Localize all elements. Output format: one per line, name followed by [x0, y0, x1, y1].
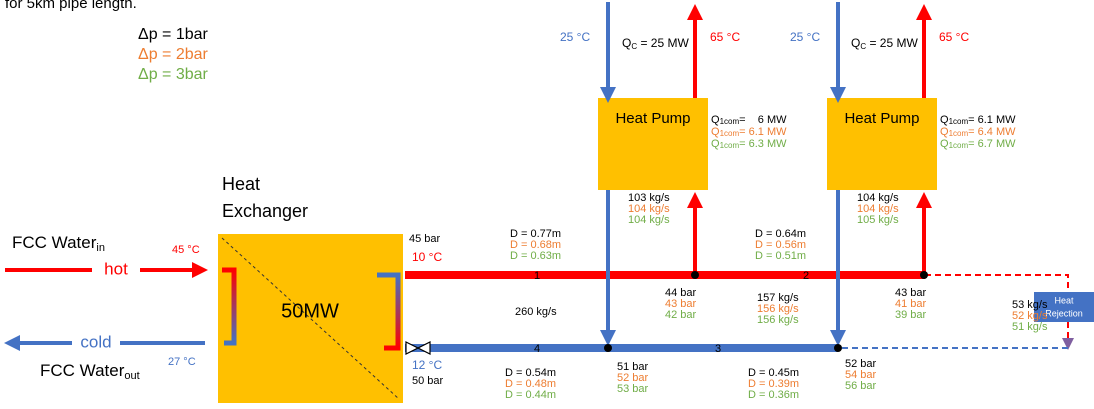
heat-rejection-label: Heat — [1054, 295, 1074, 305]
branch-flow: 104 kg/s — [628, 214, 670, 226]
branch-flow: 104 kg/s — [857, 203, 899, 215]
node-pressure: 54 bar — [845, 369, 877, 381]
source-temp: 25 °C — [560, 30, 590, 44]
heat-rejection-box — [1034, 292, 1094, 322]
flow: 52 kg/s — [1012, 310, 1048, 322]
pressure: 45 bar — [409, 233, 441, 245]
sink-temp: 65 °C — [939, 30, 969, 44]
node-pressure: 52 bar — [845, 358, 877, 370]
compressor-power: Q1com= 6.7 MW — [940, 138, 1016, 150]
node — [920, 271, 928, 279]
label-bg — [72, 333, 120, 353]
temp: 12 °C — [412, 358, 442, 372]
pipe-number: 1 — [534, 270, 540, 282]
node-pressure: 52 bar — [617, 372, 649, 384]
valve — [405, 341, 431, 355]
legend-item: Δp = 2bar — [138, 46, 209, 63]
node-pressure: 56 bar — [845, 380, 877, 392]
hx-cold-path — [377, 272, 401, 351]
pipe-diameter: D = 0.56m — [755, 239, 806, 251]
pipe-number: 2 — [803, 270, 809, 282]
flow: 156 kg/s — [757, 303, 799, 315]
hot-label: hot — [104, 259, 128, 278]
temp: 45 °C — [172, 244, 200, 256]
node — [834, 344, 842, 352]
cooling-duty: QC = 25 MW — [851, 36, 918, 51]
heat-pump-box — [827, 98, 937, 190]
node — [604, 344, 612, 352]
branch-flow: 104 kg/s — [628, 203, 670, 215]
node-pressure: 43 bar — [665, 298, 697, 310]
compressor-power: Q1com= 6.4 MW — [940, 126, 1016, 138]
heat-rejection-label: Rejection — [1045, 308, 1083, 318]
pipe-diameter: D = 0.45m — [748, 367, 799, 379]
compressor-power: Q1com= 6.1 MW — [940, 114, 1016, 126]
pressure: 50 bar — [412, 375, 444, 387]
pipe-diameter: D = 0.39m — [748, 378, 799, 390]
heat-pump-box — [598, 98, 708, 190]
pipe-diameter: D = 0.44m — [505, 389, 556, 401]
hx-hot-path — [222, 267, 237, 346]
pipe-diameter: D = 0.68m — [510, 239, 561, 251]
node-pressure: 41 bar — [895, 298, 927, 310]
cooling-duty: QC = 25 MW — [622, 36, 689, 51]
outlet-label: FCC Waterout — [40, 361, 140, 381]
heat-pump-label: Heat Pump — [844, 110, 919, 127]
heat-pump-label: Heat Pump — [615, 110, 690, 127]
sink-temp: 65 °C — [710, 30, 740, 44]
compressor-power: Q1com= 6.3 MW — [711, 138, 787, 150]
shapes — [4, 2, 1094, 403]
flow: 53 kg/s — [1012, 299, 1048, 311]
node-pressure: 42 bar — [665, 309, 697, 321]
caption: for 5km pipe length. — [5, 0, 137, 12]
flow: 51 kg/s — [1012, 321, 1048, 333]
hx-title: Exchanger — [222, 201, 308, 221]
main-flow: 260 kg/s — [515, 306, 557, 318]
temp: 27 °C — [168, 356, 196, 368]
pipe-diameter: D = 0.63m — [510, 250, 561, 262]
pipe-diameter: D = 0.36m — [748, 389, 799, 401]
branch-flow: 103 kg/s — [628, 192, 670, 204]
branch-flow: 104 kg/s — [857, 192, 899, 204]
pipe-diameter: D = 0.48m — [505, 378, 556, 390]
pipe-number: 4 — [534, 343, 540, 355]
node — [691, 271, 699, 279]
branch-flow: 105 kg/s — [857, 214, 899, 226]
inlet-label: FCC Waterin — [12, 233, 105, 253]
pipe-number: 3 — [715, 343, 721, 355]
pipe-diameter: D = 0.64m — [755, 228, 806, 240]
pipe-diameter: D = 0.51m — [755, 250, 806, 262]
temp: 10 °C — [412, 250, 442, 264]
hx-title: Heat — [222, 174, 260, 194]
node-pressure: 51 bar — [617, 361, 649, 373]
compressor-power: Q1com= 6.1 MW — [711, 126, 787, 138]
node-pressure: 43 bar — [895, 287, 927, 299]
hx-diagonal — [221, 237, 400, 400]
label-bg — [92, 260, 140, 280]
legend-item: Δp = 1bar — [138, 26, 209, 43]
node-pressure: 39 bar — [895, 309, 927, 321]
node-pressure: 53 bar — [617, 383, 649, 395]
node-pressure: 44 bar — [665, 287, 697, 299]
pipe-diameter: D = 0.54m — [505, 367, 556, 379]
hx-duty: 50MW — [281, 300, 339, 322]
pipe-diameter: D = 0.77m — [510, 228, 561, 240]
flow: 156 kg/s — [757, 314, 799, 326]
source-temp: 25 °C — [790, 30, 820, 44]
flow: 157 kg/s — [757, 292, 799, 304]
cold-label: cold — [80, 332, 111, 351]
legend-item: Δp = 3bar — [138, 66, 209, 83]
compressor-power: Q1com= 6 MW — [711, 114, 787, 126]
generated-labels: 25 °C QC = 25 MW 65 °C Heat Pump Q1com= 6 MW… — [505, 30, 1048, 401]
